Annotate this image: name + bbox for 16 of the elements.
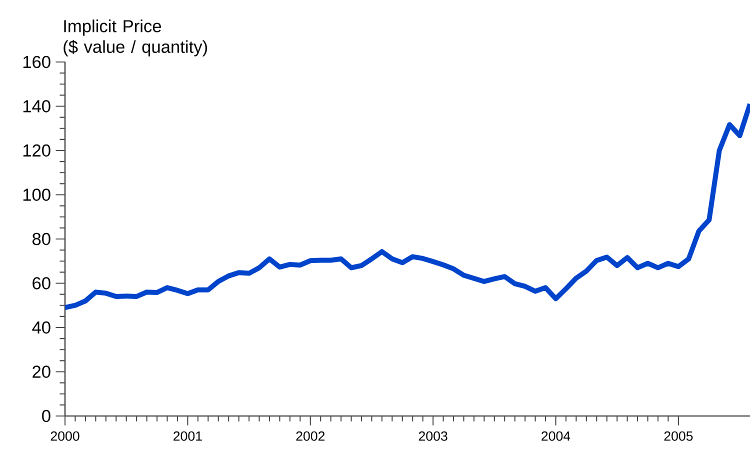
y-tick-label: 20 xyxy=(32,366,50,378)
y-tick-label: 0 xyxy=(42,410,50,422)
x-tick-label: 2005 xyxy=(664,431,693,441)
x-tick-label: 2000 xyxy=(50,431,80,441)
x-tick-label: 2003 xyxy=(418,431,448,441)
y-tick-label: 60 xyxy=(32,277,50,290)
y-tick-label: 120 xyxy=(23,144,50,157)
y-tick-label: 80 xyxy=(32,232,50,246)
x-tick-label: 2004 xyxy=(542,431,570,441)
y-tick-label: 140 xyxy=(23,100,50,112)
x-tick-label: 2001 xyxy=(174,431,202,441)
y-axis-title: Implicit Price ($ value / quantity) xyxy=(64,20,207,56)
y-tick-label: 160 xyxy=(23,56,50,68)
x-tick-label: 2002 xyxy=(296,431,325,441)
y-tick-label: 40 xyxy=(32,321,50,334)
y-tick-label: 100 xyxy=(23,188,50,201)
